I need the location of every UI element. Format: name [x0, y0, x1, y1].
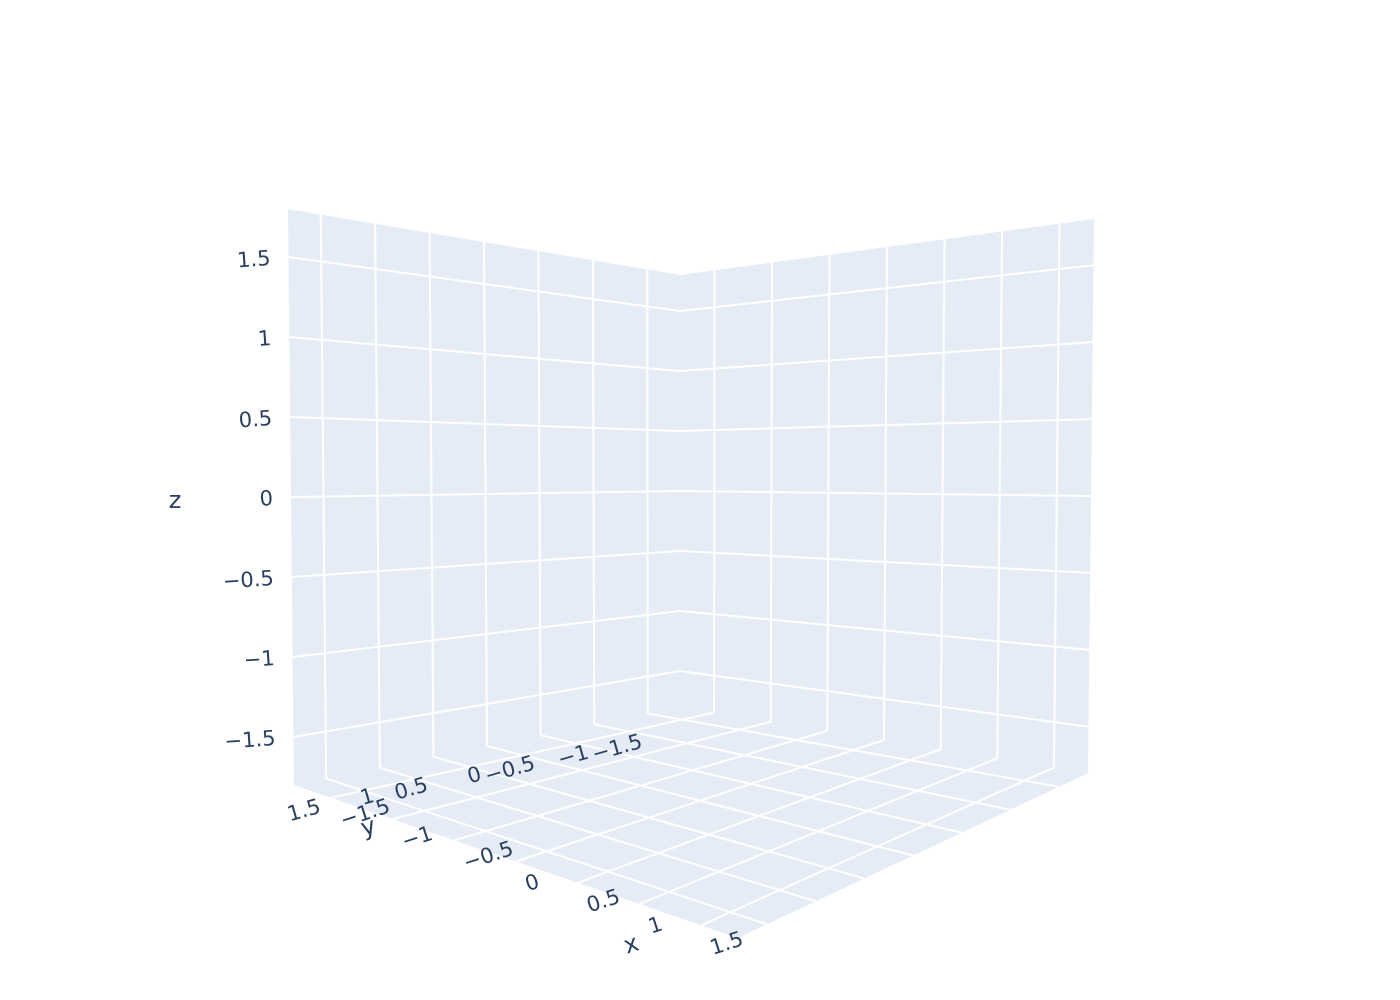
gridline-x-xz-wall	[939, 239, 946, 750]
x-tick-label: 0.5	[584, 884, 623, 917]
gridline-x-floor	[638, 757, 998, 905]
gridline-x-xz-wall	[826, 254, 831, 731]
gridline-x-floor	[577, 748, 942, 884]
scene-gridlines	[288, 214, 1094, 927]
x-tick-label: 0	[522, 869, 542, 896]
gridline-y-yz-wall	[537, 251, 542, 736]
gridline-y-yz-wall	[591, 260, 596, 725]
z-axis-title: z	[169, 486, 182, 514]
y-tick-label: 0	[465, 762, 484, 789]
x-tick-label: 1	[645, 912, 665, 939]
scene-axis-labels: −1.5−1−0.500.511.5z−1.5−1−0.500.511.5y−1…	[169, 246, 746, 960]
gridline-y-yz-wall	[483, 241, 488, 747]
z-tick-label: 0	[259, 486, 274, 511]
pane-yz-wall	[288, 209, 680, 785]
gridline-x-floor	[330, 711, 715, 799]
gridline-x-floor	[454, 729, 828, 842]
x-tick-label: 1.5	[707, 927, 746, 960]
pane-xz-wall	[680, 219, 1094, 773]
z-tick-label: −0.5	[222, 566, 275, 593]
gridline-x-xz-wall	[883, 246, 888, 741]
x-axis-title: x	[620, 929, 642, 960]
gridline-x-floor	[700, 766, 1055, 927]
gridline-x-xz-wall	[996, 231, 1003, 759]
y-tick-label: 1.5	[285, 794, 324, 826]
z-tick-label: −1	[243, 646, 276, 672]
gridline-x-xz-wall	[1053, 223, 1061, 768]
gridline-x-floor	[392, 720, 771, 820]
z-tick-label: 0.5	[238, 406, 273, 432]
gridline-y-yz-wall	[319, 214, 328, 779]
gridline-y-yz-wall	[374, 223, 381, 768]
gridline-x-floor	[515, 739, 885, 863]
z-tick-label: 1.5	[236, 246, 271, 272]
gridline-x-xz-wall	[713, 270, 716, 713]
gridline-y-yz-wall	[428, 232, 435, 757]
scene-panes	[288, 209, 1094, 938]
pane-xy-floor	[294, 707, 1088, 938]
z-tick-label: −1.5	[224, 726, 277, 753]
gridline-x-xz-wall	[769, 262, 773, 722]
z-tick-label: 1	[257, 326, 272, 351]
gridline-y-yz-wall	[646, 269, 649, 714]
y-tick-label: 1	[357, 783, 376, 810]
